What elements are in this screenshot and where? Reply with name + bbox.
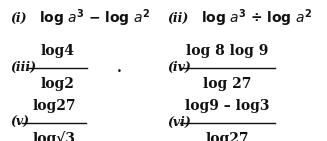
Text: (ii): (ii) (167, 12, 188, 25)
Text: (vi): (vi) (167, 116, 191, 129)
Text: log4: log4 (40, 44, 74, 59)
Text: log27: log27 (205, 132, 249, 141)
Text: (iv): (iv) (167, 61, 191, 74)
Text: (iii): (iii) (10, 61, 36, 74)
Text: (v): (v) (10, 116, 29, 129)
Text: log 27: log 27 (203, 77, 251, 91)
Text: $\mathbf{log}$ $\mathbf{\mathit{a}^3}$ $\mathbf{\div}$ $\mathbf{log}$ $\mathbf{\: $\mathbf{log}$ $\mathbf{\mathit{a}^3}$ $… (201, 7, 312, 29)
Text: log9 – log3: log9 – log3 (185, 99, 269, 114)
Text: log 8 log 9: log 8 log 9 (186, 44, 268, 59)
Text: log√3: log√3 (32, 131, 76, 141)
Text: .: . (117, 61, 122, 75)
Text: log2: log2 (40, 77, 74, 91)
Text: (i): (i) (10, 12, 26, 25)
Text: log27: log27 (32, 99, 76, 114)
Text: $\mathbf{log}$ $\mathbf{\mathit{a}^3}$ $\mathbf{-}$ $\mathbf{log}$ $\mathbf{\mat: $\mathbf{log}$ $\mathbf{\mathit{a}^3}$ $… (39, 7, 150, 29)
